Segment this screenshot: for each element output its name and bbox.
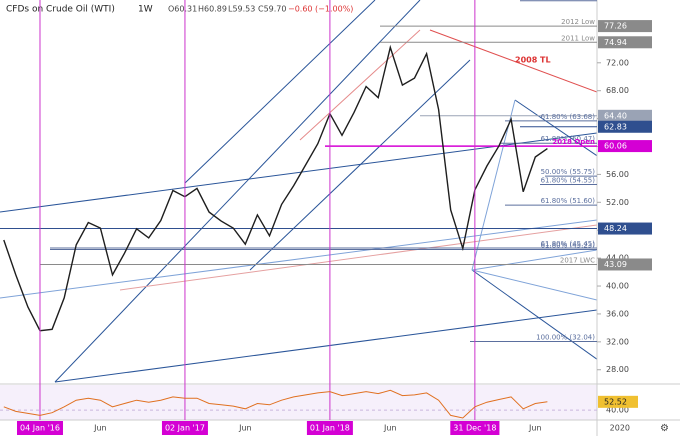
pitchfork <box>471 99 516 271</box>
ohlc-high: H60.89 <box>198 5 227 14</box>
date-label-box <box>450 421 500 435</box>
level-label: 61.80% (54.55) <box>541 177 596 185</box>
x-tick-label: 2020 <box>610 424 630 433</box>
price-label-box <box>598 120 652 133</box>
x-tick-label: 31 Dec '18 <box>453 424 496 433</box>
price-label: 48.24 <box>604 224 627 233</box>
x-tick-label: Jun <box>93 424 107 433</box>
pitchfork <box>471 249 597 271</box>
price-label: 62.83 <box>604 122 627 131</box>
x-tick-label: 02 Jan '17 <box>165 424 205 433</box>
date-label-box <box>16 421 63 435</box>
price-label: 77.26 <box>604 22 627 31</box>
y-tick-label: 44.00 <box>606 254 629 263</box>
rsi-label-box <box>598 395 638 408</box>
trend-line <box>54 309 597 383</box>
ohlc-low: L59.53 <box>228 5 255 14</box>
y-tick-label: 36.00 <box>606 309 629 318</box>
rsi-tick-label: 40.00 <box>606 406 629 415</box>
y-tick-label: 72.00 <box>606 58 629 67</box>
level-label: 61.80% (51.60) <box>541 197 596 205</box>
price-label-box <box>598 222 652 235</box>
trend-line <box>0 219 597 299</box>
x-tick-label: Jun <box>238 424 252 433</box>
channel-line <box>299 29 421 141</box>
price-label: 60.06 <box>604 142 627 151</box>
level-label: 2012 Low <box>561 18 595 26</box>
price-label-box <box>598 109 652 122</box>
price-label-box <box>598 258 652 271</box>
level-label: 2018 Open <box>552 138 595 146</box>
price-label: 43.09 <box>604 260 627 269</box>
y-tick-label: 68.00 <box>606 86 629 95</box>
price-label-box <box>598 36 652 49</box>
y-tick-label: 52.00 <box>606 198 629 207</box>
y-tick-label: 32.00 <box>606 337 629 346</box>
ohlc-close: C59.70 <box>258 5 287 14</box>
channel-line <box>249 59 471 271</box>
level-label: 2017 LWC <box>560 256 595 264</box>
trendline-label: 2008 TL <box>515 56 551 65</box>
level-label: 50.00% (55.75) <box>541 168 596 176</box>
level-label: 61.80% (63.68) <box>541 113 596 121</box>
level-label: 61.80% (45.45) <box>541 240 596 248</box>
pitchfork <box>471 269 597 301</box>
rsi-line <box>3 389 548 419</box>
symbol: CFDs on Crude Oil (WTI) <box>6 5 115 15</box>
level-label: 61.80% (80.89) <box>541 0 596 1</box>
price-label-box <box>598 140 652 153</box>
channel-line <box>54 0 421 383</box>
price-label: 64.40 <box>604 111 627 120</box>
date-label-box <box>161 421 208 435</box>
plot-area <box>0 0 597 343</box>
ohlc-change: −0.60 (−1.00%) <box>288 5 353 14</box>
settings-icon[interactable]: ⚙ <box>660 423 669 434</box>
x-tick-label: Jun <box>383 424 397 433</box>
trend-line <box>119 224 597 291</box>
x-tick-label: 01 Jan '18 <box>310 424 350 433</box>
x-tick-label: Jun <box>528 424 542 433</box>
date-label-box <box>306 421 353 435</box>
rsi-panel <box>0 385 597 420</box>
price-label: 74.94 <box>604 38 627 47</box>
pitchfork <box>471 269 597 360</box>
trend-line-2008 <box>429 29 597 93</box>
price-label-box <box>598 20 652 33</box>
y-tick-label: 40.00 <box>606 282 629 291</box>
pitchfork <box>514 99 597 157</box>
level-label: 61.80% (60.47) <box>541 135 596 143</box>
y-tick-label: 28.00 <box>606 365 629 374</box>
ohlc-open: O60.31 <box>168 5 197 14</box>
level-label: 61.80% (45.23) <box>541 242 596 250</box>
price-line <box>3 44 548 332</box>
channel-line <box>184 0 376 184</box>
y-tick-label: 56.00 <box>606 170 629 179</box>
x-tick-label: 04 Jan '16 <box>20 424 60 433</box>
level-label: 100.00% (32.04) <box>536 334 595 342</box>
rsi-last-label: 52.52 <box>604 397 627 406</box>
level-label: 2011 Low <box>561 34 595 42</box>
drawings <box>0 0 597 383</box>
interval: 1W <box>138 5 153 15</box>
